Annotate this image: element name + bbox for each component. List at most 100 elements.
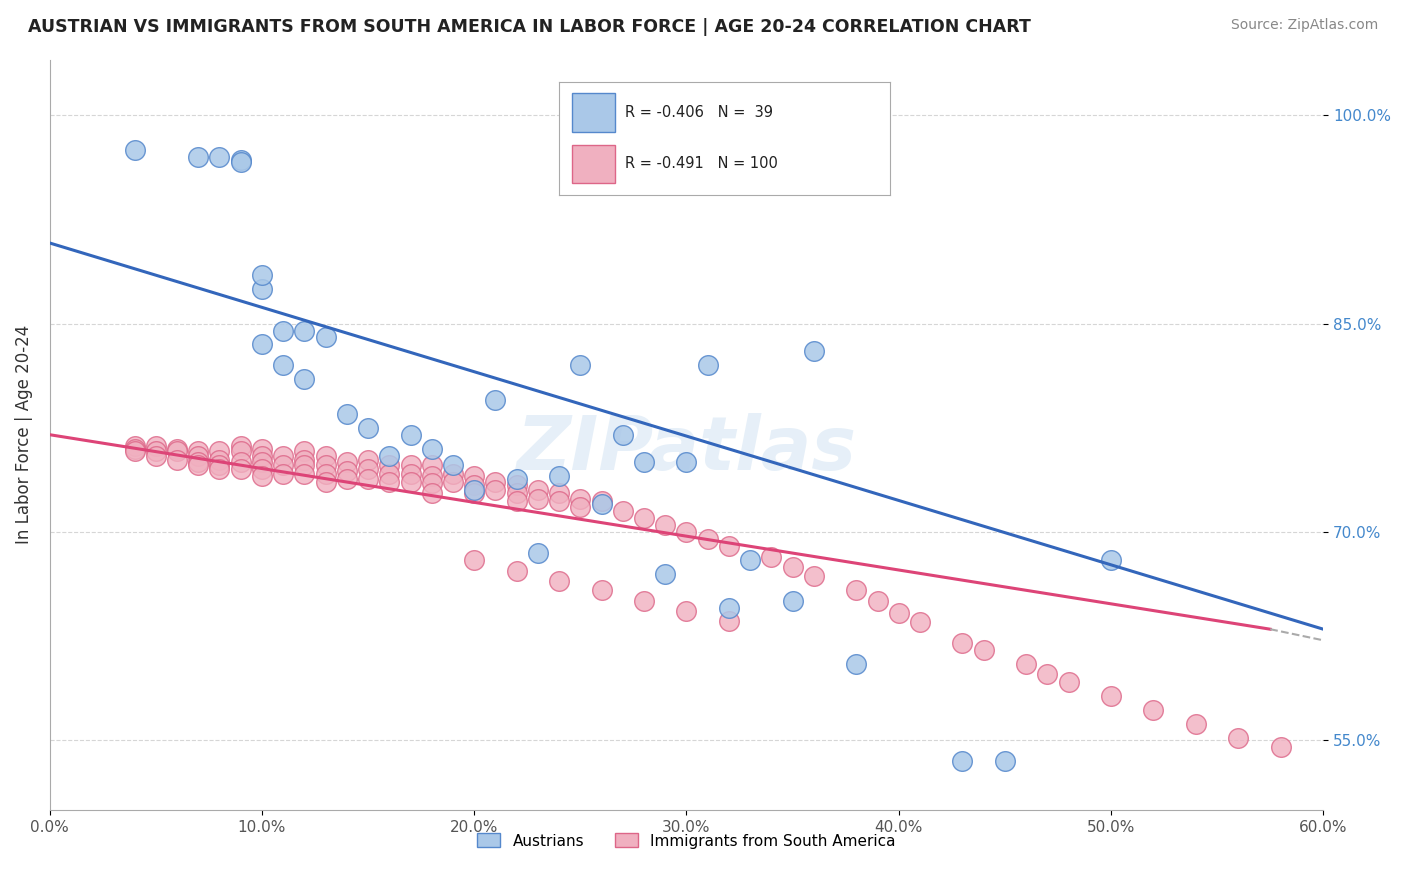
Point [208, 444, 231, 458]
Point [250, 462, 273, 476]
Point [336, 464, 359, 478]
Point [378, 475, 401, 489]
Point [441, 475, 464, 489]
Point [250, 455, 273, 469]
Point [166, 452, 188, 467]
Point [378, 467, 401, 481]
Point [357, 452, 380, 467]
Point [208, 150, 231, 164]
Point [292, 324, 315, 338]
Point [505, 477, 527, 491]
Point [208, 458, 231, 473]
Point [591, 497, 613, 511]
Point [484, 392, 506, 407]
Point [761, 549, 783, 564]
Point [463, 483, 485, 498]
Point [315, 449, 337, 463]
Point [250, 268, 273, 282]
Point [803, 569, 825, 583]
Point [569, 358, 592, 372]
Point [1099, 689, 1122, 703]
Point [803, 344, 825, 359]
Point [675, 455, 697, 469]
Point [357, 462, 380, 476]
Point [484, 483, 506, 498]
Point [441, 467, 464, 481]
Point [463, 553, 485, 567]
Point [973, 643, 995, 657]
Point [250, 337, 273, 351]
Point [463, 477, 485, 491]
Point [250, 469, 273, 483]
Point [1036, 666, 1059, 681]
Point [505, 494, 527, 508]
Point [229, 462, 252, 476]
Point [908, 615, 931, 630]
Point [271, 358, 294, 372]
Point [292, 467, 315, 481]
Point [208, 452, 231, 467]
Point [145, 444, 167, 458]
Point [1015, 657, 1038, 671]
Point [315, 330, 337, 344]
Point [591, 494, 613, 508]
Point [845, 583, 868, 598]
Point [952, 636, 974, 650]
Point [378, 449, 401, 463]
Point [463, 486, 485, 500]
Point [505, 486, 527, 500]
Point [633, 511, 655, 525]
Point [208, 462, 231, 476]
Point [484, 475, 506, 489]
Point [378, 458, 401, 473]
Text: ZIPatlas: ZIPatlas [516, 413, 856, 486]
Point [740, 553, 762, 567]
Point [887, 606, 910, 620]
Point [271, 449, 294, 463]
Point [420, 442, 443, 456]
Point [229, 155, 252, 169]
Point [124, 442, 146, 456]
Point [315, 458, 337, 473]
Point [696, 532, 718, 546]
Point [420, 486, 443, 500]
Point [187, 150, 209, 164]
Point [548, 494, 571, 508]
Point [250, 282, 273, 296]
Point [420, 476, 443, 491]
Point [591, 583, 613, 598]
Y-axis label: In Labor Force | Age 20-24: In Labor Force | Age 20-24 [15, 325, 32, 544]
Point [315, 475, 337, 489]
Point [952, 754, 974, 768]
Point [1227, 731, 1250, 745]
Point [696, 358, 718, 372]
Point [527, 491, 550, 506]
Point [166, 444, 188, 458]
Point [845, 657, 868, 671]
Point [292, 444, 315, 458]
Point [1185, 716, 1208, 731]
Point [250, 449, 273, 463]
Point [675, 604, 697, 618]
Point [654, 566, 676, 581]
Point [717, 614, 740, 628]
Point [654, 518, 676, 533]
Point [633, 594, 655, 608]
Point [399, 427, 422, 442]
Point [292, 458, 315, 473]
Point [612, 504, 634, 518]
Point [271, 324, 294, 338]
Point [399, 467, 422, 481]
Point [292, 452, 315, 467]
Point [1142, 703, 1164, 717]
Point [187, 444, 209, 458]
Point [1270, 740, 1292, 755]
Point [399, 475, 422, 489]
Point [505, 564, 527, 578]
Point [717, 539, 740, 553]
Point [229, 455, 252, 469]
Point [124, 439, 146, 453]
Point [782, 559, 804, 574]
Point [548, 469, 571, 483]
Point [124, 444, 146, 458]
